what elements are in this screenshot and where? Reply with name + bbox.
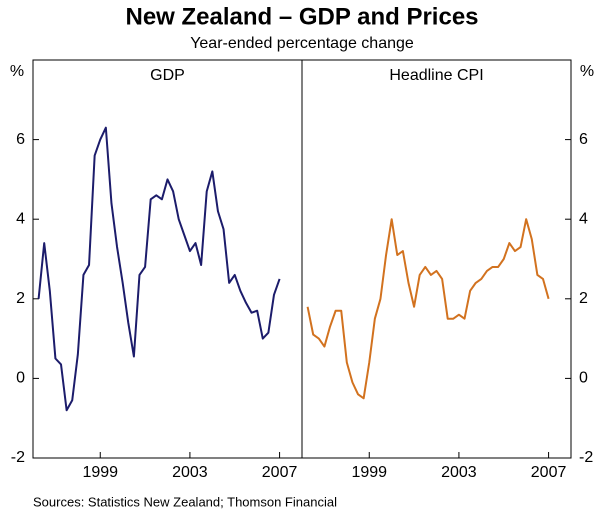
- chart-subtitle: Year-ended percentage change: [190, 35, 414, 52]
- data-line: [37, 126, 281, 412]
- panel-title: Headline CPI: [389, 67, 483, 84]
- x-tick-label: 2007: [531, 464, 567, 481]
- y-axis-unit: %: [580, 63, 594, 80]
- x-tick-label: 2003: [441, 464, 477, 481]
- x-tick-label: 2003: [172, 464, 208, 481]
- y-tick-label: 2: [579, 290, 588, 307]
- y-tick-label: 0: [579, 370, 588, 387]
- x-tick-label: 1999: [351, 464, 387, 481]
- y-tick-label: 0: [16, 370, 25, 387]
- data-line: [306, 218, 550, 400]
- y-tick-label: -2: [11, 449, 25, 466]
- y-tick-label: 6: [579, 131, 588, 148]
- x-tick-label: 2007: [262, 464, 298, 481]
- y-tick-label: 4: [579, 210, 588, 227]
- y-axis-unit: %: [10, 63, 24, 80]
- y-tick-label: -2: [579, 449, 593, 466]
- panel-title: GDP: [150, 67, 185, 84]
- y-tick-label: 4: [16, 210, 25, 227]
- y-tick-label: 6: [16, 131, 25, 148]
- y-tick-label: 2: [16, 290, 25, 307]
- plot-frame: [301, 59, 572, 459]
- chart-title: New Zealand – GDP and Prices: [125, 3, 478, 30]
- source-note: Sources: Statistics New Zealand; Thomson…: [33, 494, 337, 509]
- x-tick-label: 1999: [82, 464, 118, 481]
